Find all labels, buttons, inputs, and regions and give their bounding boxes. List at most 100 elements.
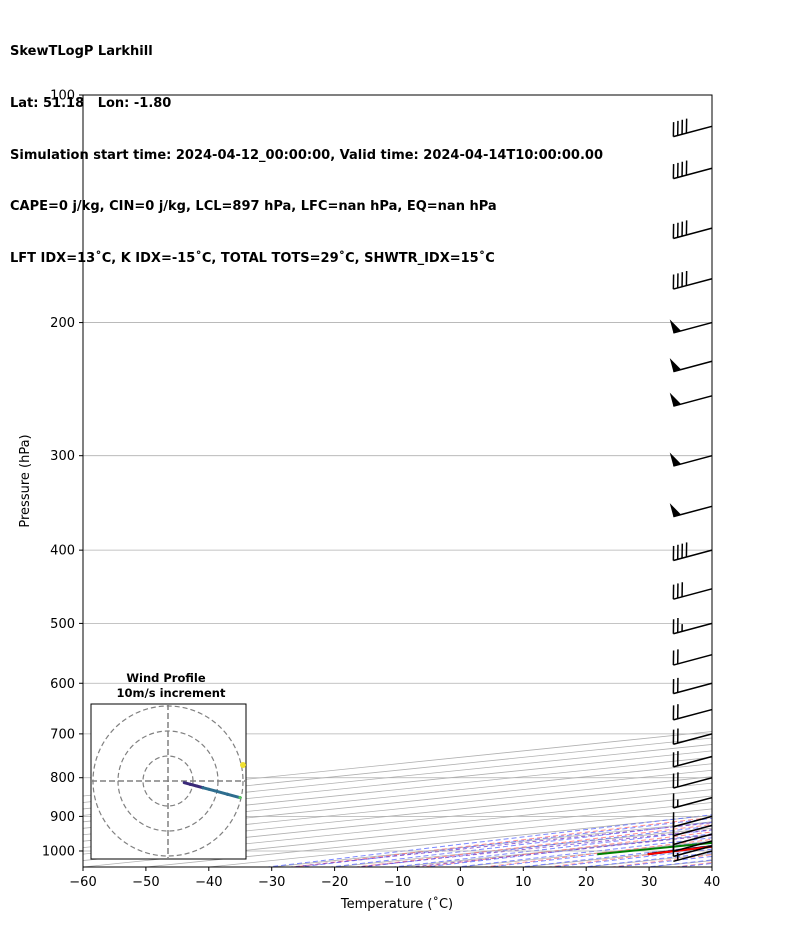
wind-barb — [672, 793, 713, 809]
x-tick-label: 40 — [704, 875, 721, 890]
x-tick-label: −30 — [258, 875, 285, 890]
moist-adiabat — [579, 852, 712, 867]
moist-adiabat — [294, 817, 712, 867]
wind-barb — [672, 618, 713, 635]
wind-profile-inset: Wind Profile 10m/s increment — [90, 671, 247, 860]
moist-adiabat — [326, 821, 712, 867]
isotherm-lines — [83, 731, 712, 867]
hodograph-top-point — [240, 762, 246, 768]
x-tick-label: −60 — [69, 875, 96, 890]
wind-barb — [672, 160, 713, 180]
wind-barb — [672, 118, 713, 138]
moist-adiabat — [263, 814, 712, 867]
moist-adiabat — [642, 859, 712, 867]
y-axis-label: Pressure (hPa) — [18, 434, 33, 527]
isotherm-line — [83, 731, 712, 797]
isotherm-line — [460, 840, 712, 867]
y-tick-label: 700 — [50, 727, 75, 742]
isotherm-line — [586, 853, 712, 867]
mixing-ratio-lines — [285, 822, 712, 867]
moist-adiabat — [516, 844, 712, 867]
parcel-line — [647, 845, 712, 856]
dry-adiabat — [352, 824, 712, 867]
isotherm-line — [397, 834, 712, 867]
header-location: Lat: 51.18 Lon: -1.80 — [10, 96, 172, 112]
x-axis-label: Temperature (˚C) — [340, 896, 453, 912]
y-tick-label: 300 — [50, 449, 75, 464]
y-tick-label: 200 — [50, 316, 75, 331]
wind-barb — [672, 751, 713, 768]
x-axis-ticks: −60 −50 −40 −30 −20 −10 0 10 20 30 40 — [69, 867, 720, 890]
wind-barb — [672, 542, 713, 562]
y-tick-label: 800 — [50, 771, 75, 786]
wind-barb — [673, 850, 713, 863]
isotherm-line — [334, 827, 712, 867]
x-tick-label: 10 — [515, 875, 532, 890]
wind-barb — [672, 271, 713, 290]
moist-adiabat — [547, 848, 712, 867]
x-tick-label: 30 — [641, 875, 658, 890]
moist-adiabat — [389, 829, 712, 867]
x-tick-label: −10 — [384, 875, 411, 890]
moist-adiabat — [357, 825, 712, 867]
header-cape: CAPE=0 j/kg, CIN=0 j/kg, LCL=897 hPa, LF… — [10, 199, 497, 215]
inset-subtitle: 10m/s increment — [117, 686, 226, 700]
isotherm-line — [711, 866, 712, 867]
isotherm-line — [523, 847, 712, 867]
mixing-ratio-line — [285, 822, 712, 867]
y-tick-label: 500 — [50, 617, 75, 632]
hodograph-trace — [213, 789, 230, 796]
wind-barb — [669, 358, 713, 373]
y-tick-label: 900 — [50, 810, 75, 825]
wind-barb — [672, 812, 713, 828]
wind-barbs — [669, 118, 713, 863]
moist-adiabat — [421, 833, 712, 867]
wind-barb — [672, 728, 713, 745]
dry-adiabat — [480, 838, 712, 867]
header-indices: LFT IDX=13˚C, K IDX=-15˚C, TOTAL TOTS=29… — [10, 250, 495, 266]
x-tick-label: −20 — [321, 875, 348, 890]
chart-header: SkewTLogP Larkhill Lat: 51.18 Lon: -1.80… — [10, 9, 603, 284]
wind-barb — [672, 220, 713, 240]
isotherm-line — [271, 821, 712, 867]
x-tick-label: 0 — [456, 875, 464, 890]
wind-barb — [669, 319, 713, 334]
wind-barb — [669, 452, 713, 467]
y-tick-label: 1000 — [42, 844, 75, 859]
x-tick-label: −40 — [195, 875, 222, 890]
moist-adiabat — [484, 841, 712, 867]
dry-adiabat — [715, 78, 794, 870]
x-tick-label: 20 — [578, 875, 595, 890]
wind-barb — [672, 677, 713, 695]
isotherm-line — [83, 737, 712, 803]
y-tick-label: 600 — [50, 677, 75, 692]
y-tick-label: 400 — [50, 544, 75, 559]
moist-adiabat — [674, 862, 712, 867]
header-title: SkewTLogP Larkhill — [10, 44, 153, 60]
dry-adiabat — [779, 78, 794, 870]
moist-adiabat — [705, 866, 712, 867]
isotherm-line — [649, 860, 712, 867]
dry-adiabat-lines — [289, 78, 794, 870]
dry-adiabat — [544, 846, 712, 867]
header-times: Simulation start time: 2024-04-12_00:00:… — [10, 147, 603, 163]
dry-adiabat — [671, 862, 712, 867]
dry-adiabat — [608, 854, 712, 867]
temperature-line — [647, 845, 712, 856]
wind-barb — [672, 649, 713, 666]
y-axis-ticks: 100 200 300 400 500 600 700 800 900 1000 — [42, 89, 83, 859]
wind-barb — [672, 772, 713, 789]
dry-adiabat — [416, 831, 712, 867]
moist-adiabat-lines — [263, 814, 712, 867]
hodograph-trace — [226, 792, 242, 800]
inset-title: Wind Profile — [126, 671, 206, 685]
y-tick-label: 100 — [50, 89, 75, 104]
wind-barb — [669, 503, 713, 518]
wind-barb — [669, 392, 713, 407]
wind-barb — [672, 582, 713, 600]
x-tick-label: −50 — [132, 875, 159, 890]
moist-adiabat — [452, 837, 712, 867]
dry-adiabat — [289, 816, 712, 867]
wind-barb — [672, 704, 713, 721]
